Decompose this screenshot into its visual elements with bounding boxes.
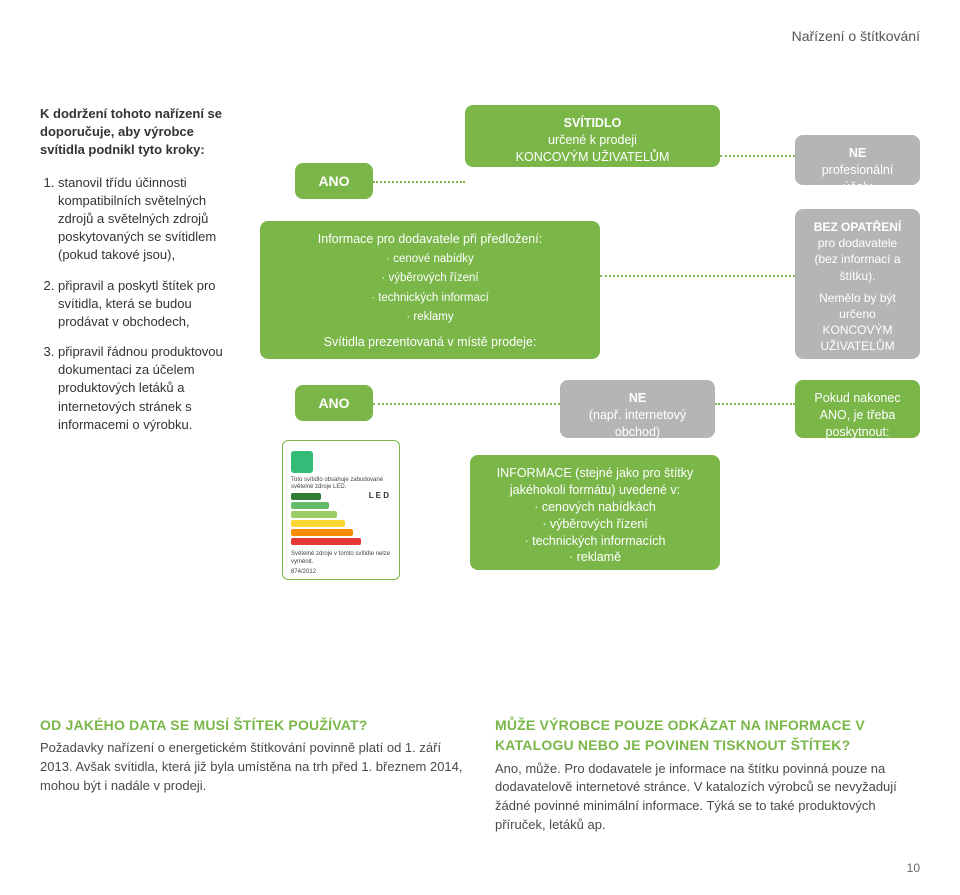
bez-l3: (bez informací a štítku). — [807, 251, 908, 283]
energy-bar — [291, 502, 329, 509]
bez-l4: Nemělo by být určeno KONCOVÝM UŽIVATELŮM — [807, 290, 908, 355]
page-number: 10 — [907, 861, 920, 875]
label-ref: 874/2012 — [291, 569, 316, 575]
ne-prof-l1: NE — [807, 145, 908, 162]
same-i4: · reklamě — [482, 549, 708, 566]
step-1: stanovil třídu účinnosti kompatibilních … — [58, 174, 240, 265]
bez-l1: BEZ OPATŘENÍ — [807, 219, 908, 235]
node-ano-1: ANO — [295, 163, 373, 199]
svitidlo-l1: SVÍTIDLO — [477, 115, 708, 132]
page-header: Nařízení o štítkování — [792, 28, 920, 44]
ne-prof-l2: profesionální účely — [807, 162, 908, 196]
neshop-l1: NE — [572, 390, 703, 407]
info-footer: Svítidla prezentovaná v místě prodeje: — [272, 334, 588, 351]
node-info: Informace pro dodavatele při předložení:… — [260, 221, 600, 359]
svitidlo-l3: KONCOVÝM UŽIVATELŮM — [477, 149, 708, 166]
footer-right: MŮŽE VÝROBCE POUZE ODKÁZAT NA INFORMACE … — [495, 715, 920, 835]
svitidlo-l2: určené k prodeji — [477, 132, 708, 149]
connector — [373, 403, 560, 405]
same-i2: · výběrových řízení — [482, 516, 708, 533]
neshop-l2: (např. internetový obchod) — [572, 407, 703, 441]
energy-label-mock: Toto svítidlo obsahuje zabudované světel… — [282, 440, 400, 580]
node-info-same: INFORMACE (stejné jako pro štítky jakého… — [470, 455, 720, 570]
node-bez-opatreni: BEZ OPATŘENÍ pro dodavatele (bez informa… — [795, 209, 920, 359]
footer-left-body: Požadavky nařízení o energetickém štítko… — [40, 739, 465, 796]
same-title: INFORMACE (stejné jako pro štítky jakého… — [482, 465, 708, 499]
label-text1: Toto svítidlo obsahuje zabudované světel… — [291, 477, 391, 491]
pokud-l1: Pokud nakonec ANO, je třeba poskytnout: — [807, 390, 908, 441]
same-i3: · technických informacích — [482, 533, 708, 550]
node-ne-shop: NE (např. internetový obchod) — [560, 380, 715, 438]
info-title: Informace pro dodavatele při předložení: — [272, 231, 588, 248]
connector — [720, 155, 795, 157]
step-2: připravil a poskytl štítek pro svítidla,… — [58, 277, 240, 332]
info-i1: · cenové nabídky — [272, 252, 588, 268]
step-3: připravil řádnou produktovou dokumentaci… — [58, 343, 240, 434]
footer-right-body: Ano, může. Pro dodavatele je informace n… — [495, 760, 920, 835]
lamp-icon — [291, 451, 313, 473]
connector — [715, 403, 795, 405]
info-i4: · reklamy — [272, 310, 588, 326]
bez-l2: pro dodavatele — [807, 235, 908, 251]
footer-right-title: MŮŽE VÝROBCE POUZE ODKÁZAT NA INFORMACE … — [495, 715, 920, 756]
connector — [373, 181, 465, 183]
footer: OD JAKÉHO DATA SE MUSÍ ŠTÍTEK POUŽÍVAT? … — [40, 715, 920, 835]
connector — [600, 275, 795, 277]
info-i2: · výběrových řízení — [272, 271, 588, 287]
flowchart: SVÍTIDLO určené k prodeji KONCOVÝM UŽIVA… — [260, 105, 920, 535]
left-headline: K dodržení tohoto nařízení se doporučuje… — [40, 105, 240, 160]
node-pokud: Pokud nakonec ANO, je třeba poskytnout: — [795, 380, 920, 438]
node-ne-prof: NE profesionální účely — [795, 135, 920, 185]
footer-left-title: OD JAKÉHO DATA SE MUSÍ ŠTÍTEK POUŽÍVAT? — [40, 715, 465, 735]
energy-bar — [291, 538, 361, 545]
energy-bar — [291, 511, 337, 518]
node-svitidlo: SVÍTIDLO určené k prodeji KONCOVÝM UŽIVA… — [465, 105, 720, 167]
node-ano-2: ANO — [295, 385, 373, 421]
footer-left: OD JAKÉHO DATA SE MUSÍ ŠTÍTEK POUŽÍVAT? … — [40, 715, 465, 835]
left-column: K dodržení tohoto nařízení se doporučuje… — [40, 105, 240, 446]
same-i1: · cenových nabídkách — [482, 499, 708, 516]
energy-bar — [291, 529, 353, 536]
energy-bar — [291, 493, 321, 500]
label-text2: Světelné zdroje v tomto svítidle nelze v… — [291, 551, 391, 565]
energy-bar — [291, 520, 345, 527]
info-i3: · technických informací — [272, 291, 588, 307]
label-led: L E D — [369, 491, 389, 501]
